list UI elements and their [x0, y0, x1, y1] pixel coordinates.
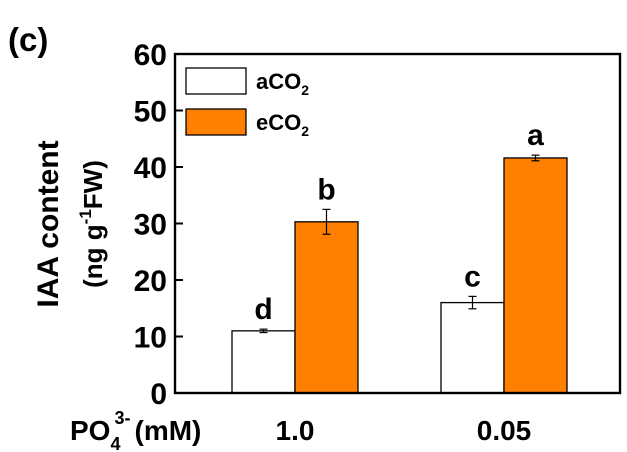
bar — [294, 221, 359, 394]
legend-swatch-aco2 — [185, 67, 247, 95]
y-axis-title-line1: IAA content — [32, 140, 65, 307]
x-tick-label: 0.05 — [477, 415, 532, 446]
significance-letter: c — [464, 260, 481, 293]
bar — [440, 301, 505, 394]
legend-swatch-eco2 — [185, 108, 247, 136]
x-axis-title-text: PO43- (mM) — [70, 408, 201, 452]
bar — [503, 157, 568, 394]
x-tick-label: 1.0 — [276, 415, 315, 446]
y-tick-label: 40 — [134, 152, 167, 185]
y-tick-label: 20 — [134, 265, 167, 298]
legend-label-aco2: aCO2 — [256, 69, 309, 98]
significance-letter: a — [527, 119, 544, 152]
y-tick-label: 30 — [134, 209, 167, 242]
y-tick-label: 60 — [134, 39, 167, 72]
significance-letter: b — [317, 173, 335, 206]
legend-label-eco2: eCO2 — [256, 110, 309, 139]
legend: aCO2 eCO2 — [185, 67, 309, 139]
bar — [231, 330, 296, 394]
legend-item-eco2: eCO2 — [185, 108, 309, 139]
x-axis-title: PO43- (mM) — [70, 408, 201, 452]
legend-item-aco2: aCO2 — [185, 67, 309, 98]
y-axis-title: IAA content (ng g-1FW) — [32, 140, 108, 307]
y-axis-title-line2: (ng g-1FW) — [76, 160, 108, 288]
significance-letter: d — [254, 293, 272, 326]
y-tick-label: 50 — [134, 96, 167, 129]
y-tick-label: 0 — [150, 378, 167, 411]
y-tick-label: 10 — [134, 322, 167, 355]
axis-frame — [173, 52, 622, 395]
plot-area: 0 10 20 30 40 50 60 d c b a 1.0 0.05 — [134, 39, 622, 446]
panel-label: (c) — [8, 21, 48, 58]
